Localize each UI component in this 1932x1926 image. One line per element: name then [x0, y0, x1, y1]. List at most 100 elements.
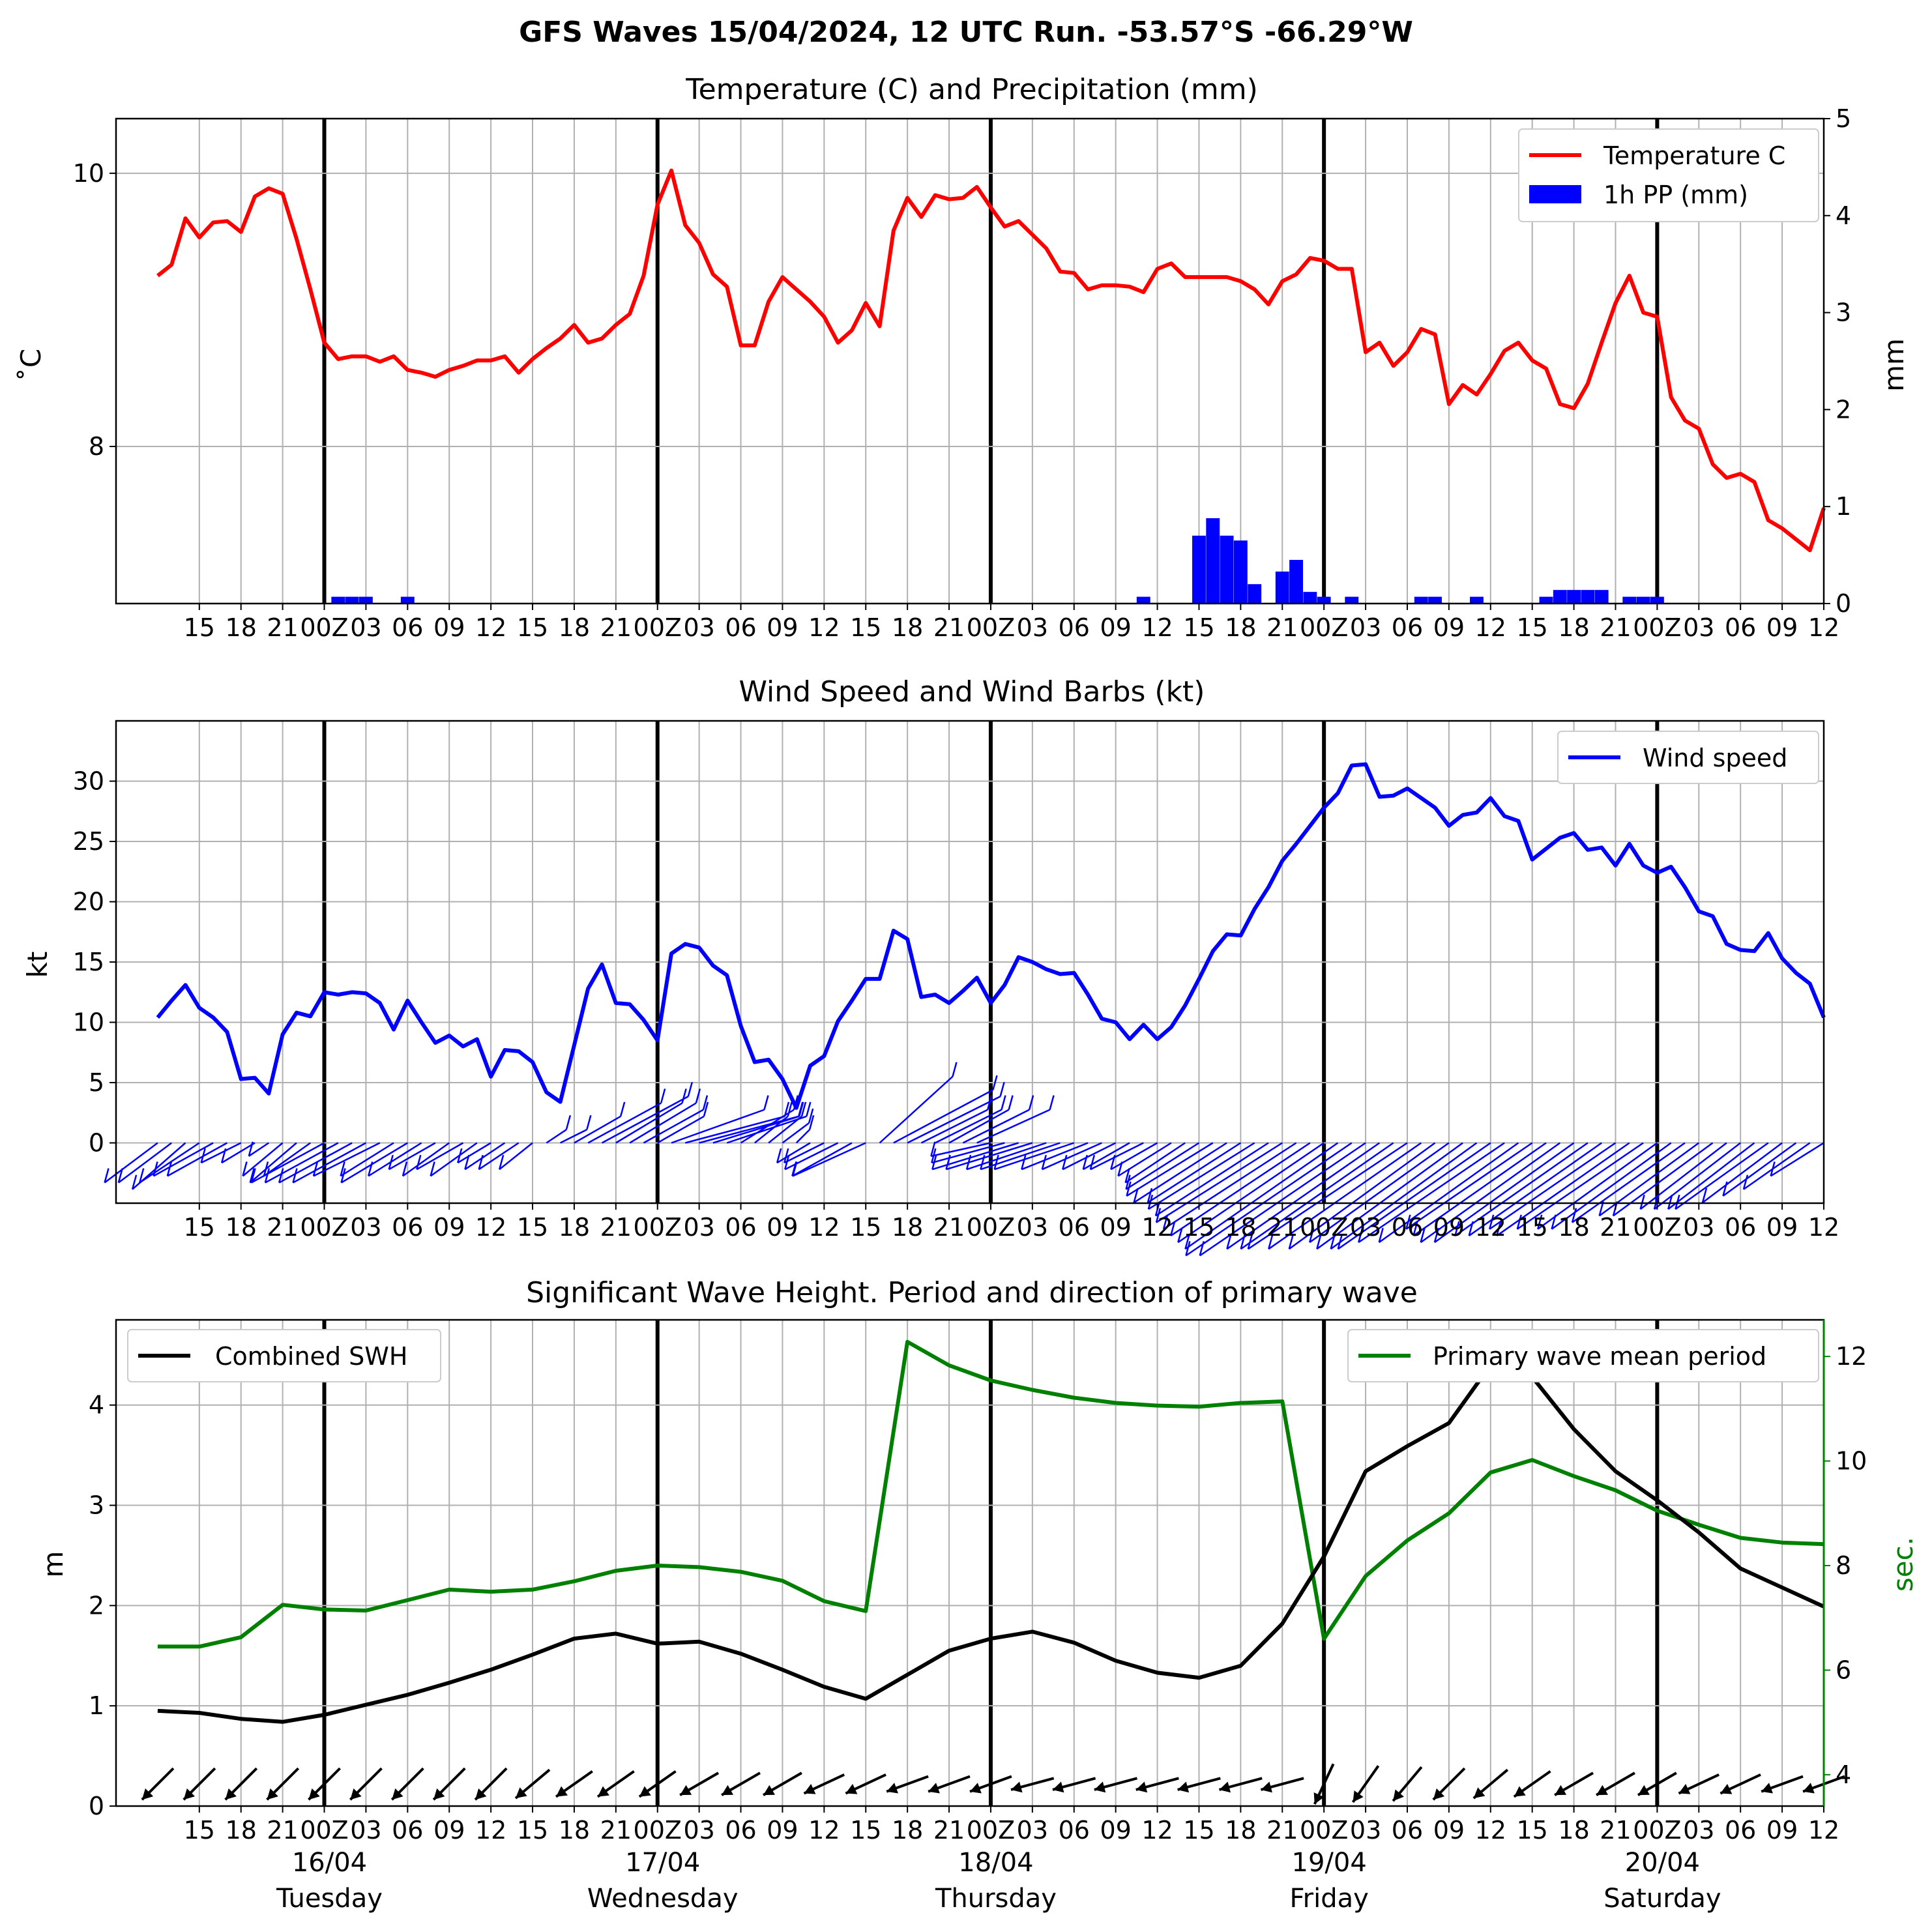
precipitation-bar — [1233, 540, 1248, 604]
wind-barb — [931, 1142, 1005, 1164]
wind-barb-flag — [250, 1168, 256, 1183]
y-tick-label: 1 — [89, 1691, 104, 1720]
precipitation-bar — [345, 596, 359, 604]
x-tick-label: 03 — [1017, 1816, 1048, 1845]
x-tick-label: 21 — [933, 1816, 965, 1845]
x-tick-label: 06 — [1392, 613, 1423, 642]
x-tick-label: 06 — [392, 1816, 423, 1845]
wind-barb — [1199, 1142, 1366, 1257]
legend-period: Primary wave mean period — [1433, 1342, 1766, 1371]
wind-barb — [893, 1088, 994, 1144]
precipitation-bar — [1470, 596, 1484, 604]
temperature-line — [156, 168, 1826, 553]
wind-barb — [499, 1142, 533, 1171]
wind-barb-flag — [965, 1154, 972, 1170]
x-tick-label: 15 — [1183, 1213, 1214, 1242]
wind-barb-flag — [660, 1088, 666, 1103]
wind-barb — [1110, 1142, 1158, 1171]
x-tick-label: 00Z — [1300, 1213, 1348, 1242]
wave-arrow-head — [1052, 1781, 1064, 1793]
wind-barb-flag — [1412, 1221, 1418, 1236]
x-tick-label: 03 — [683, 613, 714, 642]
wind-barb-flag — [1358, 1227, 1364, 1243]
wind-barb — [1185, 1142, 1353, 1257]
y2-tick-label: 10 — [1836, 1447, 1867, 1476]
wind-barb — [560, 1129, 587, 1144]
wind-barb — [167, 1142, 228, 1177]
x-tick-label: 06 — [1059, 613, 1090, 642]
x-tick-label: 12 — [1141, 613, 1173, 642]
wind-barb — [1517, 1142, 1644, 1230]
wind-barb-flag — [703, 1102, 709, 1117]
precipitation-bar — [1192, 535, 1206, 604]
x-tick-label: 00Z — [300, 613, 348, 642]
wind-barb — [783, 1142, 825, 1164]
wind-barb — [754, 1115, 789, 1144]
wind-barb — [1667, 1142, 1755, 1210]
y2-tick-label: 6 — [1836, 1656, 1851, 1684]
wind-barb-flag — [1667, 1194, 1673, 1210]
wind-barb-flag — [1021, 1154, 1027, 1170]
day-weekday-label: Saturday — [1603, 1884, 1721, 1914]
wave-arrow-head — [1393, 1789, 1404, 1802]
wind-barb-flag — [1177, 1227, 1183, 1243]
wave-arrow-head — [1433, 1788, 1445, 1800]
wind-barb — [629, 1102, 697, 1144]
wind-barb-flag — [1028, 1095, 1034, 1110]
x-tick-label: 12 — [808, 1213, 840, 1242]
y-tick-label: 30 — [73, 767, 104, 796]
wind-barb — [250, 1142, 325, 1184]
x-tick-label: 09 — [1100, 613, 1131, 642]
wind-barb — [1537, 1142, 1658, 1230]
wave-arrow-head — [183, 1788, 196, 1800]
wind-barb — [278, 1142, 353, 1184]
wind-barb — [340, 1142, 394, 1177]
x-tick-label: 03 — [350, 1816, 381, 1845]
x-tick-label: 06 — [1059, 1816, 1090, 1845]
y2-tick-label: 8 — [1836, 1551, 1851, 1580]
wind-barb-flag — [1199, 1241, 1205, 1256]
wind-barb-flag — [1701, 1188, 1708, 1203]
wind-barb — [1572, 1142, 1686, 1223]
wind-barb — [980, 1142, 1061, 1171]
wind-barb-flag — [1049, 1095, 1055, 1110]
precipitation-bar — [1317, 596, 1331, 604]
wave-arrow-head — [433, 1788, 445, 1800]
y-tick-label: 8 — [89, 432, 104, 461]
wind-barb — [1358, 1142, 1505, 1244]
wave-arrow-head — [1313, 1792, 1325, 1804]
wind-barb — [1124, 1142, 1186, 1184]
wind-barb — [1021, 1142, 1089, 1171]
wind-barb-flag — [312, 1161, 319, 1176]
wind-barb-flag — [931, 1148, 937, 1163]
x-tick-label: 21 — [267, 1213, 298, 1242]
wind-barb-flag — [931, 1154, 937, 1170]
wave-arrow-head — [1177, 1781, 1190, 1793]
x-tick-label: 09 — [1100, 1213, 1131, 1242]
precipitation-bar — [1248, 584, 1262, 604]
wind-barb — [1148, 1142, 1255, 1210]
wind-barb — [457, 1142, 491, 1164]
wind-barb-flag — [806, 1102, 812, 1117]
y-tick-label: 0 — [89, 1129, 104, 1158]
wave-arrow-head — [1803, 1783, 1815, 1794]
x-tick-label: 00Z — [300, 1816, 348, 1845]
x-tick-label: 12 — [475, 1816, 506, 1845]
wind-barb — [1240, 1142, 1394, 1250]
wind-barb-flag — [248, 1141, 254, 1157]
x-tick-label: 18 — [892, 1213, 923, 1242]
x-tick-label: 21 — [1266, 1816, 1298, 1845]
precipitation-bar — [1428, 596, 1442, 604]
wind-barb-flag — [798, 1102, 804, 1117]
wind-barb-flag — [388, 1154, 394, 1170]
x-tick-label: 03 — [1017, 1213, 1048, 1242]
x-tick-label: 12 — [1141, 1213, 1173, 1242]
wind-barb-flag — [1433, 1227, 1440, 1243]
wind-barb — [879, 1075, 954, 1144]
y2-tick-label: 4 — [1836, 1760, 1851, 1789]
wind-barb-flag — [695, 1088, 701, 1103]
x-tick-label: 03 — [350, 1213, 381, 1242]
wind-barb — [601, 1096, 689, 1144]
wind-barb-flag — [416, 1154, 422, 1170]
